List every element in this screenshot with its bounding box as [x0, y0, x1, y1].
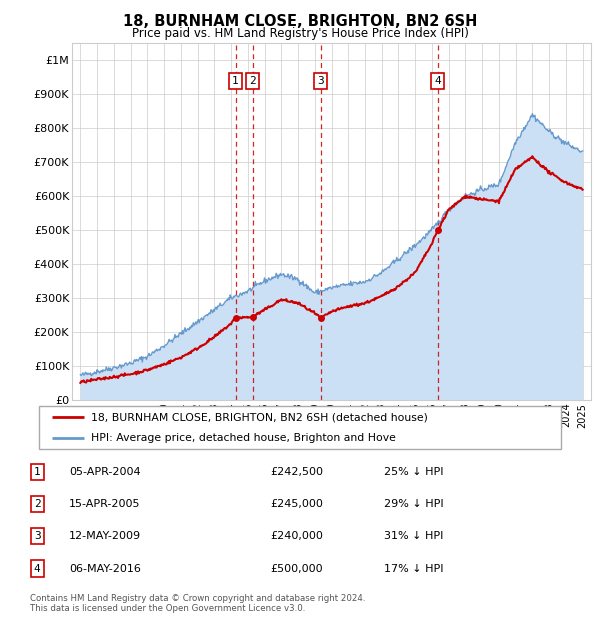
Text: 4: 4: [434, 76, 441, 86]
Text: 12-MAY-2009: 12-MAY-2009: [69, 531, 141, 541]
Text: £240,000: £240,000: [270, 531, 323, 541]
Text: Price paid vs. HM Land Registry's House Price Index (HPI): Price paid vs. HM Land Registry's House …: [131, 27, 469, 40]
Text: HPI: Average price, detached house, Brighton and Hove: HPI: Average price, detached house, Brig…: [91, 433, 397, 443]
Text: 2: 2: [249, 76, 256, 86]
Text: 15-APR-2005: 15-APR-2005: [69, 499, 140, 509]
Text: 31% ↓ HPI: 31% ↓ HPI: [384, 531, 443, 541]
Text: £500,000: £500,000: [270, 564, 323, 574]
Text: 18, BURNHAM CLOSE, BRIGHTON, BN2 6SH: 18, BURNHAM CLOSE, BRIGHTON, BN2 6SH: [123, 14, 477, 29]
Text: 29% ↓ HPI: 29% ↓ HPI: [384, 499, 443, 509]
Text: 3: 3: [34, 531, 41, 541]
Text: 1: 1: [232, 76, 239, 86]
Text: £245,000: £245,000: [270, 499, 323, 509]
Text: 17% ↓ HPI: 17% ↓ HPI: [384, 564, 443, 574]
Text: 1: 1: [34, 467, 41, 477]
Text: Contains HM Land Registry data © Crown copyright and database right 2024.: Contains HM Land Registry data © Crown c…: [30, 593, 365, 603]
Text: £242,500: £242,500: [270, 467, 323, 477]
Text: 2: 2: [34, 499, 41, 509]
Text: 25% ↓ HPI: 25% ↓ HPI: [384, 467, 443, 477]
Text: 4: 4: [34, 564, 41, 574]
FancyBboxPatch shape: [38, 406, 562, 449]
Text: 05-APR-2004: 05-APR-2004: [69, 467, 140, 477]
Text: 18, BURNHAM CLOSE, BRIGHTON, BN2 6SH (detached house): 18, BURNHAM CLOSE, BRIGHTON, BN2 6SH (de…: [91, 412, 428, 422]
Text: 3: 3: [317, 76, 324, 86]
Text: This data is licensed under the Open Government Licence v3.0.: This data is licensed under the Open Gov…: [30, 603, 305, 613]
Text: 06-MAY-2016: 06-MAY-2016: [69, 564, 141, 574]
